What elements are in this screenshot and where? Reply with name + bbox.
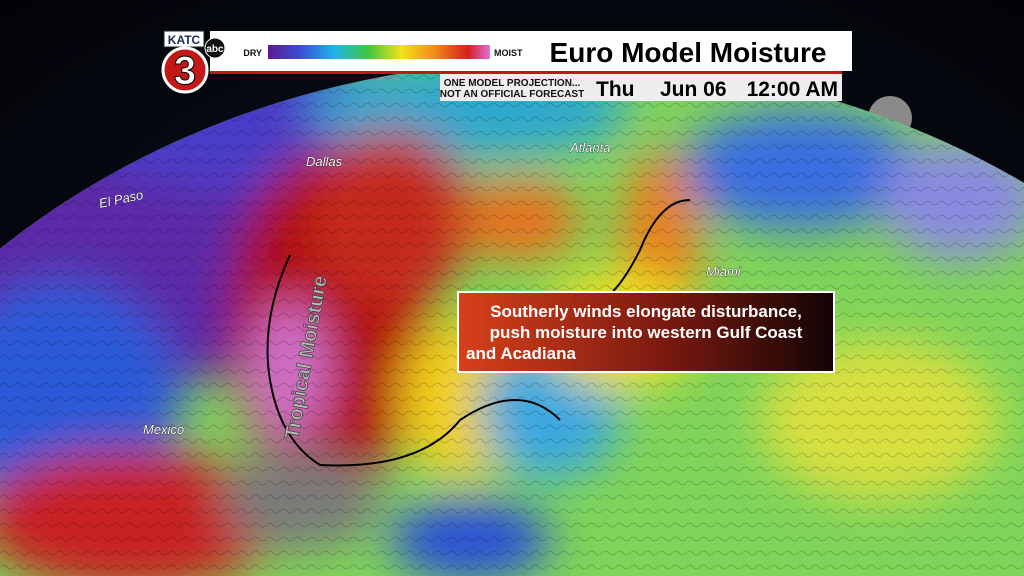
callout-text: push moisture into western Gulf Coast — [490, 323, 803, 342]
channel: 3 — [174, 49, 196, 93]
disclaimer: NOT AN OFFICIAL FORECAST — [440, 89, 584, 100]
day: Thu — [596, 78, 634, 101]
city-label: Mexico — [143, 422, 184, 437]
network: abc — [206, 44, 224, 55]
logo-circle — [161, 46, 209, 94]
callout-text: and Acadiana — [466, 344, 576, 363]
time: 12:00 AM — [747, 78, 838, 101]
subheader-bar — [440, 74, 842, 101]
callout-box — [457, 291, 835, 373]
disclaimer: ONE MODEL PROJECTION... — [444, 78, 581, 89]
title: Euro Model Moisture — [550, 37, 827, 68]
header-rule — [210, 71, 842, 74]
date: Jun 06 — [660, 78, 727, 101]
city-label: Dallas — [306, 154, 343, 169]
scale-low: DRY — [243, 48, 262, 58]
callout: Southerly winds elongate disturbance, pu… — [457, 291, 835, 373]
network-circle — [204, 37, 226, 59]
city-label: Miami — [706, 264, 742, 279]
scale-high: MOIST — [494, 48, 523, 58]
callout-text: Southerly winds elongate disturbance, — [490, 302, 802, 321]
city-label: Atlanta — [569, 140, 610, 155]
station: KATC — [168, 33, 201, 47]
station-logo: KATC 3 abc — [161, 30, 226, 94]
header: DRY MOIST Euro Model Moisture ONE MODEL … — [210, 31, 852, 101]
moisture-scale — [268, 45, 490, 59]
